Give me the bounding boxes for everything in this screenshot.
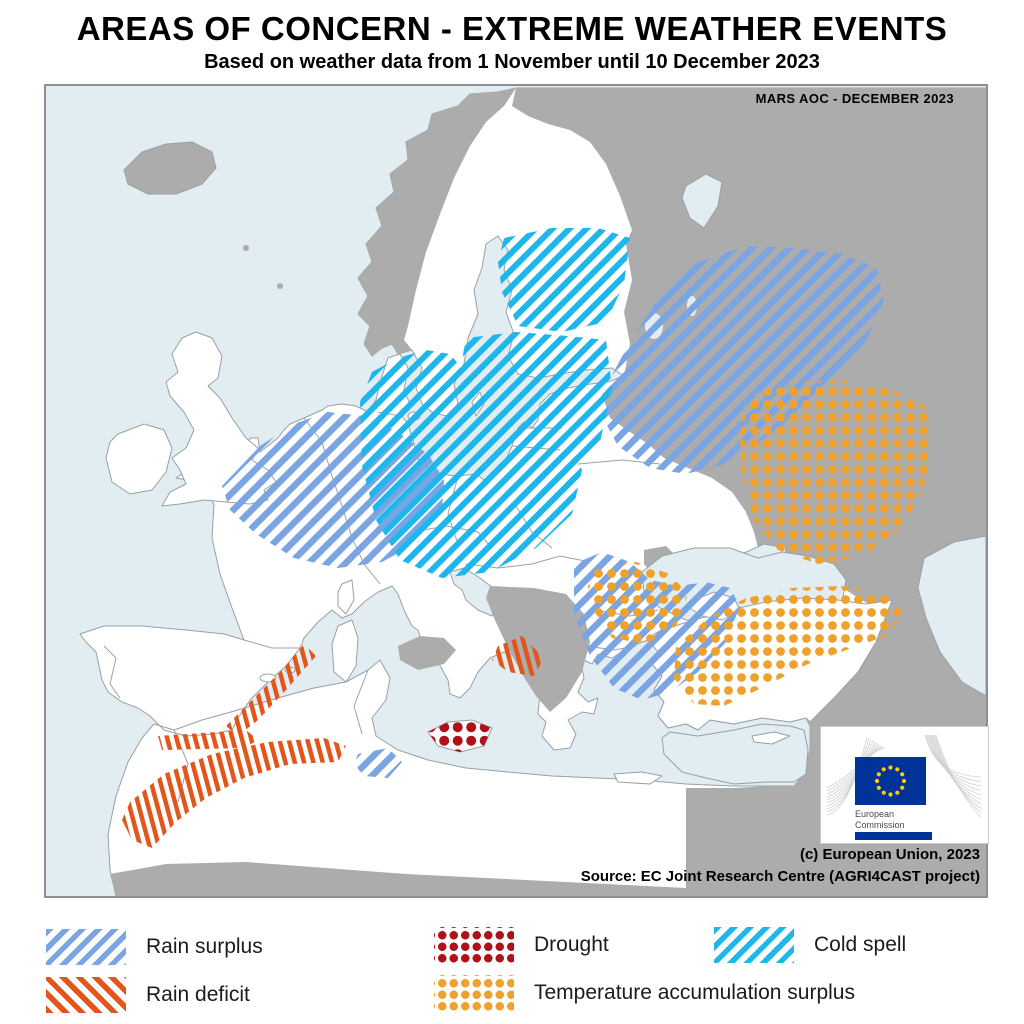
- crete: [613, 771, 663, 785]
- islands: [105, 141, 663, 785]
- logo-line-art: [826, 734, 982, 818]
- map-panel: MARS AOC - DECEMBER 2023 (c) European Un…: [44, 84, 989, 898]
- european-commission-logo: European Commission: [820, 726, 989, 844]
- cyprus: [751, 731, 791, 745]
- page-title: AREAS OF CONCERN - EXTREME WEATHER EVENT…: [76, 10, 948, 47]
- temp-surplus-turkey: [674, 586, 902, 706]
- corsica: [337, 579, 355, 615]
- rain-surplus-russia: [602, 246, 884, 474]
- rain-deficit-south-spain: [158, 730, 258, 750]
- logo-blue-bar: [855, 832, 932, 840]
- sahara-strip: [110, 862, 686, 896]
- logo-text: European Commission: [855, 809, 905, 830]
- rain-deficit-apulia: [492, 636, 544, 676]
- copyright-text: (c) European Union, 2023: [799, 846, 980, 863]
- cold-spell-central-europe: [360, 350, 582, 578]
- faroe-islands: [243, 245, 249, 251]
- temperature-surplus-swatch: [434, 975, 514, 1011]
- cold-spell-finland: [498, 228, 630, 332]
- drought-sicily: [428, 720, 492, 752]
- cold-spell-swatch: [714, 927, 794, 963]
- norway: [358, 88, 516, 356]
- legend-label: Drought: [534, 933, 609, 956]
- source-text: Source: EC Joint Research Centre (AGRI4C…: [580, 868, 980, 885]
- page-subtitle: Based on weather data from 1 November un…: [204, 51, 820, 73]
- map-corner-label: MARS AOC - DECEMBER 2023: [755, 91, 954, 106]
- sardinia: [331, 619, 359, 683]
- europe-map: [79, 87, 986, 896]
- temp-surplus-russia: [740, 380, 932, 564]
- event-overlays: [122, 228, 932, 848]
- shetland: [277, 283, 283, 289]
- switzerland: [398, 636, 456, 670]
- drought-swatch: [434, 927, 514, 963]
- eu-flag: [855, 757, 926, 805]
- legend-label: Rain surplus: [146, 935, 263, 958]
- western-balkans: [486, 586, 590, 712]
- rain-deficit-maghreb: [122, 738, 346, 848]
- rain-surplus-algeria: [354, 748, 402, 778]
- iceland: [123, 141, 217, 195]
- ireland: [105, 423, 173, 495]
- legend-label: Temperature accumulation surplus: [534, 981, 855, 1004]
- rain-surplus-swatch: [46, 929, 126, 965]
- rain-deficit-east-spain: [226, 644, 316, 736]
- rain-deficit-swatch: [46, 977, 126, 1013]
- temp-surplus-bulgaria: [588, 562, 688, 644]
- legend-label: Rain deficit: [146, 983, 250, 1006]
- caspian-sea: [917, 535, 986, 697]
- legend-label: Cold spell: [814, 933, 907, 956]
- east-mediterranean: [661, 723, 809, 785]
- white-sea: [681, 173, 723, 229]
